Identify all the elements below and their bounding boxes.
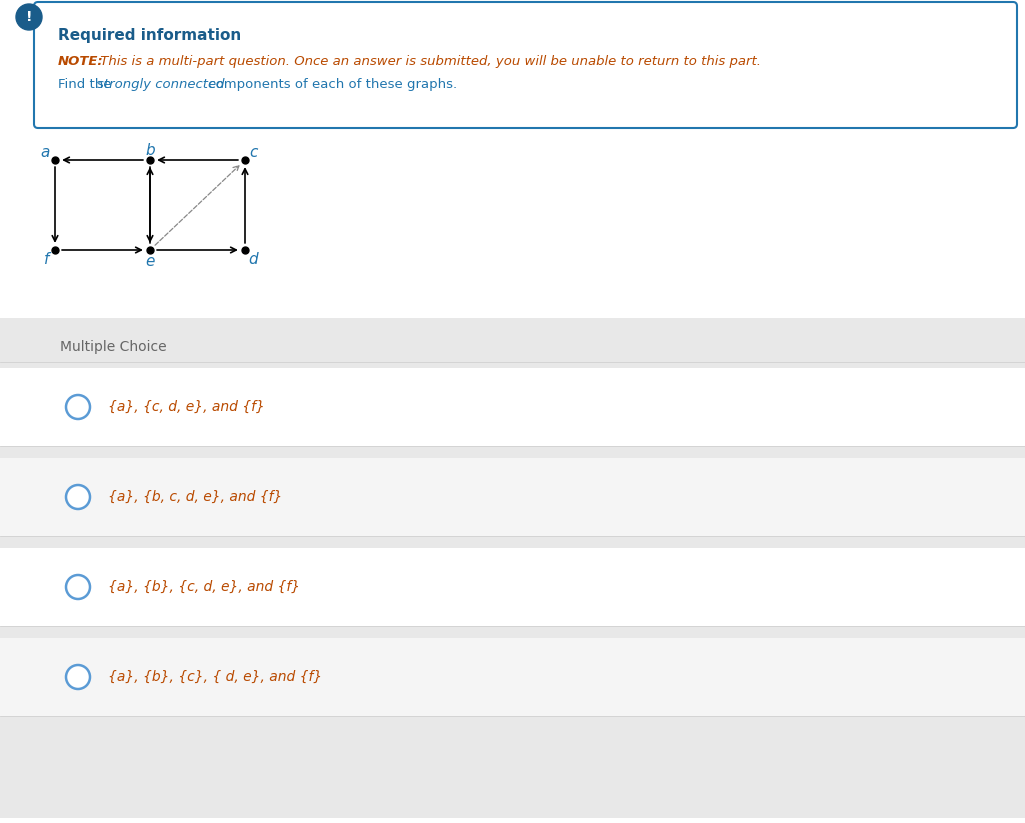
FancyArrowPatch shape xyxy=(159,157,238,163)
Text: a: a xyxy=(40,145,49,160)
Text: f: f xyxy=(44,253,49,267)
Text: This is a multi-part question. Once an answer is submitted, you will be unable t: This is a multi-part question. Once an a… xyxy=(96,55,761,68)
Text: e: e xyxy=(146,254,155,269)
Text: c: c xyxy=(249,145,257,160)
FancyBboxPatch shape xyxy=(0,638,1025,716)
FancyArrowPatch shape xyxy=(148,169,153,243)
Circle shape xyxy=(66,575,90,599)
Text: {a}, {b, c, d, e}, and {f}: {a}, {b, c, d, e}, and {f} xyxy=(108,490,282,504)
FancyBboxPatch shape xyxy=(0,548,1025,626)
FancyArrowPatch shape xyxy=(148,167,153,241)
Text: components of each of these graphs.: components of each of these graphs. xyxy=(204,78,457,91)
Circle shape xyxy=(66,485,90,509)
Text: Multiple Choice: Multiple Choice xyxy=(60,340,167,354)
FancyArrowPatch shape xyxy=(155,165,239,245)
Circle shape xyxy=(16,4,42,30)
FancyArrowPatch shape xyxy=(52,167,57,241)
FancyBboxPatch shape xyxy=(0,318,1025,818)
Text: NOTE:: NOTE: xyxy=(58,55,104,68)
FancyArrowPatch shape xyxy=(242,169,248,243)
FancyArrowPatch shape xyxy=(64,157,144,163)
Text: {a}, {c, d, e}, and {f}: {a}, {c, d, e}, and {f} xyxy=(108,400,264,414)
Circle shape xyxy=(66,395,90,419)
Circle shape xyxy=(66,665,90,689)
FancyBboxPatch shape xyxy=(0,458,1025,536)
Text: strongly connected: strongly connected xyxy=(97,78,224,91)
Text: !: ! xyxy=(26,10,32,24)
Text: Find the: Find the xyxy=(58,78,116,91)
Text: {a}, {b}, {c, d, e}, and {f}: {a}, {b}, {c, d, e}, and {f} xyxy=(108,580,300,594)
FancyBboxPatch shape xyxy=(34,2,1017,128)
Text: b: b xyxy=(146,142,155,157)
FancyArrowPatch shape xyxy=(157,247,236,253)
Text: {a}, {b}, {c}, { d, e}, and {f}: {a}, {b}, {c}, { d, e}, and {f} xyxy=(108,670,322,684)
Text: Required information: Required information xyxy=(58,28,241,43)
Text: d: d xyxy=(248,253,258,267)
FancyBboxPatch shape xyxy=(0,368,1025,446)
FancyArrowPatch shape xyxy=(62,247,141,253)
